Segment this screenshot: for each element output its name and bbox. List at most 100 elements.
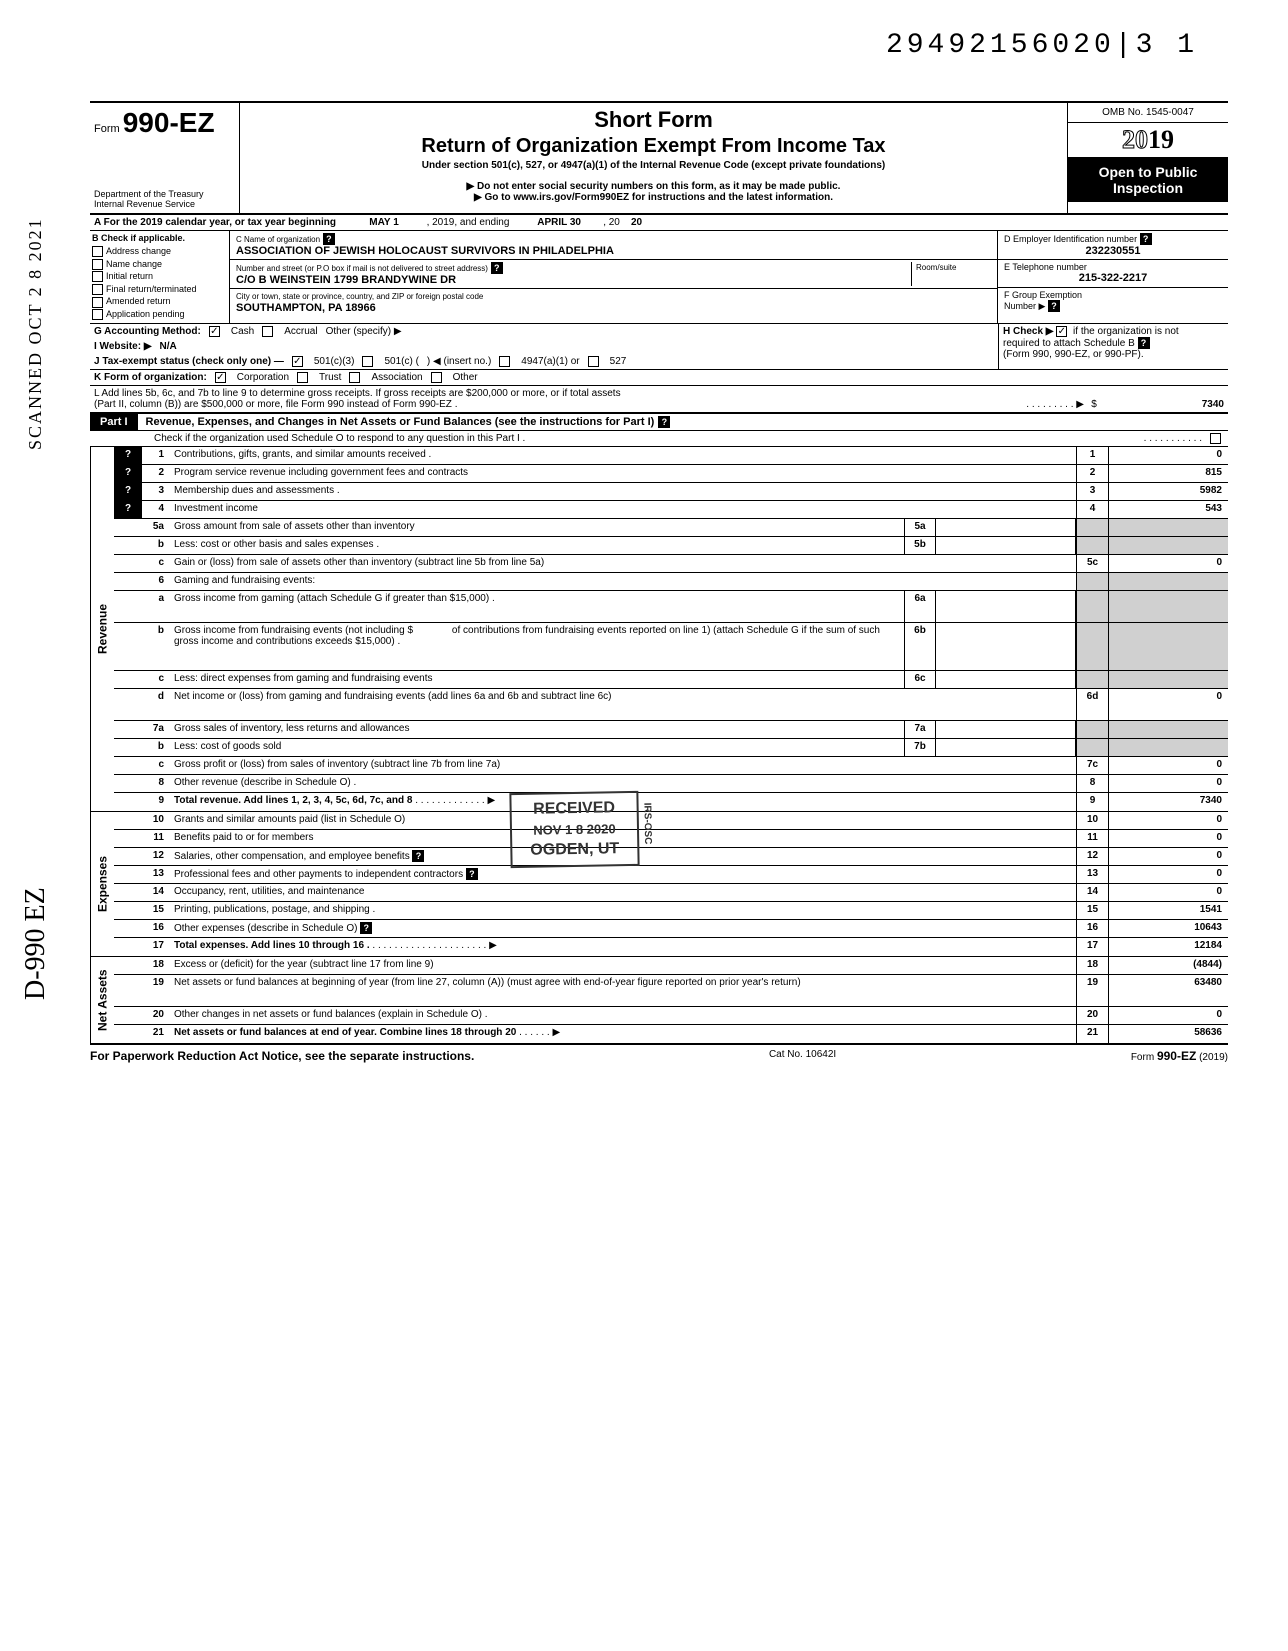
assoc-label: Association [371, 372, 422, 383]
501c3-label: 501(c)(3) [314, 356, 355, 367]
help-icon[interactable]: ? [114, 501, 142, 518]
line9-col: 9 [1076, 793, 1108, 811]
line6d-desc: Net income or (loss) from gaming and fun… [170, 689, 1076, 720]
netassets-section: Net Assets 18Excess or (deficit) for the… [90, 957, 1228, 1045]
line21-desc: Net assets or fund balances at end of ye… [170, 1025, 1076, 1043]
form-header-mid: Short Form Return of Organization Exempt… [240, 103, 1068, 213]
col-c-org-info: C Name of organization ? ASSOCIATION OF … [230, 231, 998, 323]
line14-desc: Occupancy, rent, utilities, and maintena… [170, 884, 1076, 901]
chk-corp[interactable]: ✓ [215, 372, 226, 383]
help-icon[interactable]: ? [114, 465, 142, 482]
line5c-val: 0 [1108, 555, 1228, 572]
chk-sched-o[interactable] [1210, 433, 1221, 444]
chk-sched-b[interactable]: ✓ [1056, 326, 1067, 337]
line10-num: 10 [142, 812, 170, 829]
street-value: C/O B WEINSTEIN 1799 BRANDYWINE DR [236, 274, 456, 286]
line13-val: 0 [1108, 866, 1228, 883]
help-icon[interactable]: ? [114, 447, 142, 464]
line3-val: 5982 [1108, 483, 1228, 500]
line4-col: 4 [1076, 501, 1108, 518]
line18-val: (4844) [1108, 957, 1228, 974]
help-icon[interactable]: ? [1140, 233, 1152, 245]
expenses-side-label: Expenses [90, 812, 114, 956]
line5b-desc: Less: cost or other basis and sales expe… [170, 537, 904, 554]
revenue-side-label: Revenue [90, 447, 114, 811]
help-icon[interactable]: ? [491, 262, 503, 274]
chk-other-org[interactable] [431, 372, 442, 383]
line16-val: 10643 [1108, 920, 1228, 937]
line13-num: 13 [142, 866, 170, 883]
chk-initial-return[interactable]: Initial return [92, 270, 227, 283]
chk-527[interactable] [588, 356, 599, 367]
chk-assoc[interactable] [349, 372, 360, 383]
line-h: H Check ▶ ✓ if the organization is not r… [998, 324, 1228, 369]
chk-501c3[interactable]: ✓ [292, 356, 303, 367]
527-label: 527 [610, 356, 627, 367]
help-icon[interactable]: ? [1138, 337, 1150, 349]
line2-val: 815 [1108, 465, 1228, 482]
section-bcdef: B Check if applicable. Address change Na… [90, 231, 1228, 324]
line6c-num: c [142, 671, 170, 688]
line1-num: 1 [142, 447, 170, 464]
chk-4947[interactable] [499, 356, 510, 367]
chk-accrual[interactable] [262, 326, 273, 337]
help-icon[interactable]: ? [466, 868, 478, 880]
form-number: 990-EZ [123, 107, 215, 138]
chk-501c[interactable] [362, 356, 373, 367]
chk-pending[interactable]: Application pending [92, 308, 227, 321]
part1-check-text: Check if the organization used Schedule … [154, 433, 525, 444]
open-label: Open to Public [1072, 164, 1224, 180]
line18-desc: Excess or (deficit) for the year (subtra… [170, 957, 1076, 974]
form-header-left: Form 990-EZ Department of the Treasury I… [90, 103, 240, 213]
line15-desc: Printing, publications, postage, and shi… [170, 902, 1076, 919]
help-icon[interactable]: ? [323, 233, 335, 245]
help-icon[interactable]: ? [114, 483, 142, 500]
line18-col: 18 [1076, 957, 1108, 974]
line17-desc: Total expenses. Add lines 10 through 16 … [170, 938, 1076, 956]
help-icon[interactable]: ? [360, 922, 372, 934]
line6a-sub: 6a [904, 591, 936, 622]
omb-number: OMB No. 1545-0047 [1068, 103, 1228, 123]
line6c-desc: Less: direct expenses from gaming and fu… [170, 671, 904, 688]
netassets-side-label: Net Assets [90, 957, 114, 1043]
line5c-num: c [142, 555, 170, 572]
chk-address-change[interactable]: Address change [92, 245, 227, 258]
chk-name-change[interactable]: Name change [92, 258, 227, 271]
tax-year-end-year: 20 [631, 217, 642, 228]
ein-label: D Employer Identification number [1004, 234, 1137, 244]
line6-desc: Gaming and fundraising events: [170, 573, 1076, 590]
line7a-subval [936, 721, 1076, 738]
open-to-public: Open to Public Inspection [1068, 158, 1228, 202]
stamp-received: RECEIVED [529, 799, 618, 819]
line20-desc: Other changes in net assets or fund bala… [170, 1007, 1076, 1024]
insert-no-label: ) ◀ (insert no.) [427, 356, 491, 367]
line21-col: 21 [1076, 1025, 1108, 1043]
line7b-sub: 7b [904, 739, 936, 756]
footer-cat: Cat No. 10642I [769, 1049, 836, 1063]
line12-val: 0 [1108, 848, 1228, 865]
year-outline: 20 [1122, 125, 1148, 154]
line19-num: 19 [142, 975, 170, 1006]
chk-cash[interactable]: ✓ [209, 326, 220, 337]
501c-label: 501(c) ( [384, 356, 418, 367]
line10-col: 10 [1076, 812, 1108, 829]
line5a-desc: Gross amount from sale of assets other t… [170, 519, 904, 536]
line12-num: 12 [142, 848, 170, 865]
scanned-stamp: SCANNED OCT 2 8 2021 [25, 217, 46, 450]
chk-amended[interactable]: Amended return [92, 295, 227, 308]
line6a-num: a [142, 591, 170, 622]
line-i: I Website: ▶ N/A [90, 339, 998, 354]
line20-num: 20 [142, 1007, 170, 1024]
ein-value: 232230551 [1004, 245, 1222, 257]
line8-num: 8 [142, 775, 170, 792]
chk-final-return[interactable]: Final return/terminated [92, 283, 227, 296]
help-icon[interactable]: ? [1048, 300, 1060, 312]
arrow-icon: ▶ [1076, 399, 1084, 410]
help-icon[interactable]: ? [658, 416, 670, 428]
chk-trust[interactable] [297, 372, 308, 383]
col-b-checkboxes: B Check if applicable. Address change Na… [90, 231, 230, 323]
col-b-header: B Check if applicable. [92, 233, 227, 243]
line21-num: 21 [142, 1025, 170, 1043]
line7a-sub: 7a [904, 721, 936, 738]
help-icon[interactable]: ? [412, 850, 424, 862]
